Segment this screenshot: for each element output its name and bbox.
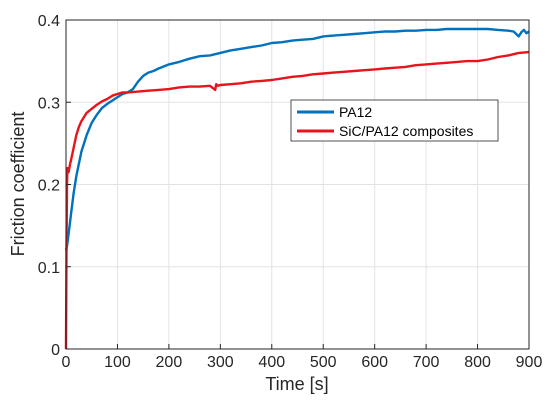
x-tick-label: 800 [464,354,491,371]
legend: PA12 SiC/PA12 composites [290,99,499,142]
y-tick-label: 0.4 [38,13,60,30]
x-tick-label: 200 [156,354,183,371]
x-tick-label: 500 [310,354,337,371]
x-tick-label: 300 [207,354,234,371]
series-line-sic-pa12 [64,50,530,350]
x-tick-label: 0 [62,354,71,371]
legend-label-sic-pa12: SiC/PA12 composites [339,123,473,139]
y-tick-label: 0.3 [38,95,60,112]
series-layer [64,27,530,350]
y-axis-label: Friction coefficient [8,112,28,257]
y-tick-label: 0.2 [38,178,60,195]
ticks: 0 100 200 300 400 500 600 700 800 900 0 0.1 0.2 0.3 0.… [38,13,543,371]
legend-label-pa12: PA12 [339,104,372,120]
legend-box [290,99,499,142]
x-tick-label: 600 [361,354,388,371]
x-tick-label: 900 [516,354,543,371]
y-tick-label: 0 [51,342,60,359]
x-tick-label: 700 [413,354,440,371]
y-tick-label: 0.1 [38,260,60,277]
x-tick-label: 100 [104,354,131,371]
series-line-pa12 [64,27,530,251]
x-tick-label: 400 [258,354,285,371]
x-axis-label: Time [s] [265,374,328,394]
